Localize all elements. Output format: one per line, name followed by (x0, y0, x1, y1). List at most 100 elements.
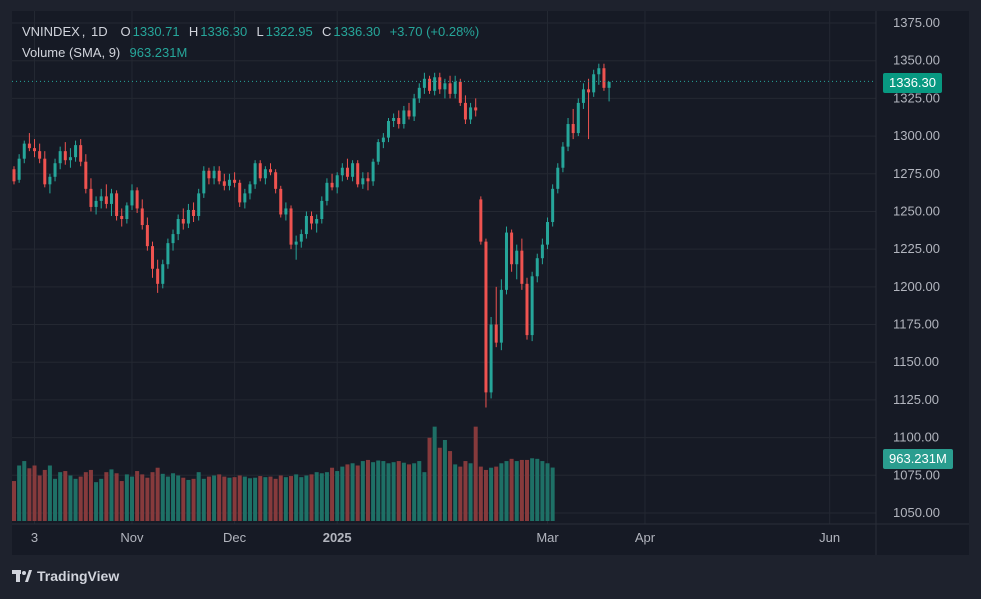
candle-body (192, 209, 196, 216)
candle (504, 226, 508, 295)
volume-bar (273, 478, 278, 521)
candle-body (43, 158, 47, 185)
candle-body (299, 234, 303, 242)
candle (269, 163, 272, 176)
close-label: C (321, 24, 332, 39)
volume-bar (37, 475, 42, 521)
candle (422, 72, 426, 94)
volume-bar (124, 474, 129, 521)
volume-title[interactable]: Volume (SMA, 9) (22, 45, 121, 60)
candle (576, 98, 580, 137)
candle-body (540, 244, 544, 259)
candles (12, 63, 611, 408)
candle-body (386, 121, 390, 138)
candle-body (58, 151, 62, 164)
volume-bar (422, 472, 427, 521)
volume-bar (437, 447, 442, 521)
y-tick-label: 1075.00 (893, 467, 940, 482)
candle-body (145, 225, 149, 247)
volume-bar (335, 471, 340, 521)
candle (63, 142, 67, 165)
candle (366, 172, 370, 191)
candle (479, 196, 483, 245)
volume-bar (119, 481, 124, 521)
volume-bar (140, 474, 145, 521)
candle (248, 181, 252, 200)
candle (115, 190, 119, 221)
volume-bar (458, 466, 463, 521)
volume-bar (114, 473, 119, 521)
candle (556, 163, 560, 194)
candle-body (269, 169, 272, 173)
candle (381, 133, 385, 149)
candle (171, 229, 175, 251)
candle (602, 63, 606, 91)
candle-body (207, 170, 211, 179)
candle (53, 158, 57, 182)
volume-bar (473, 426, 478, 521)
volume-bar (386, 463, 391, 521)
volume-bar (294, 474, 299, 521)
candle (233, 172, 237, 188)
candle-body (479, 199, 483, 242)
volume-bar (519, 459, 524, 521)
candle-body (166, 243, 170, 265)
candle (48, 173, 52, 194)
volume-bar (448, 451, 453, 521)
price-axis[interactable]: 1050.00 1075.00 1100.00 1125.00 1150.00 1175.… (12, 11, 969, 555)
y-tick-label: 1200.00 (893, 279, 940, 294)
candle-body (12, 169, 16, 182)
chart-panel[interactable] (12, 11, 969, 555)
volume-bar (73, 478, 78, 521)
candle (145, 217, 149, 251)
volume-bar (268, 476, 273, 521)
tradingview-logo[interactable]: TradingView (12, 568, 119, 584)
time-axis[interactable]: 3 Nov Dec 2025 Mar Apr Jun (31, 530, 840, 545)
volume-bar (365, 459, 370, 521)
candle-body (551, 188, 555, 223)
candle-body (233, 179, 237, 183)
volume-bar (155, 467, 160, 521)
candle-body (227, 179, 231, 186)
tradingview-icon (12, 570, 32, 582)
close-value: 1336.30 (333, 24, 381, 39)
candle-body (109, 193, 113, 204)
volume-bar (278, 475, 283, 521)
candle (227, 173, 231, 191)
candle-body (376, 142, 380, 162)
candle-body (494, 324, 498, 343)
candle (202, 166, 206, 198)
volume-bar (247, 478, 252, 521)
volume-bar (201, 478, 206, 521)
candle (546, 217, 550, 250)
volume-bar (68, 475, 73, 521)
candle (566, 117, 570, 152)
volume-bar (427, 437, 432, 521)
symbol-name[interactable]: VNINDEX (22, 24, 80, 39)
volume-bar (109, 469, 114, 521)
candle-body (99, 196, 103, 201)
candle (253, 160, 257, 189)
candle-body (576, 102, 580, 134)
volume-bar (94, 482, 99, 521)
volume-bar (99, 478, 104, 521)
y-tick-label: 1325.00 (893, 90, 940, 105)
volume-bar (263, 477, 268, 521)
candle (94, 196, 98, 215)
candle-body (392, 117, 396, 121)
volume-bar (88, 469, 93, 521)
candle-body (602, 68, 606, 88)
candle (587, 78, 591, 140)
candle (130, 184, 134, 210)
volume-bar (535, 458, 540, 521)
volume-bar (227, 477, 232, 521)
candle (186, 203, 190, 229)
candle-body (433, 77, 437, 91)
candle-body (412, 98, 416, 117)
candle-body (74, 145, 78, 158)
candle-body (458, 81, 462, 103)
candle-body (453, 81, 457, 94)
candle (33, 139, 37, 158)
interval[interactable]: 1D (91, 24, 108, 39)
